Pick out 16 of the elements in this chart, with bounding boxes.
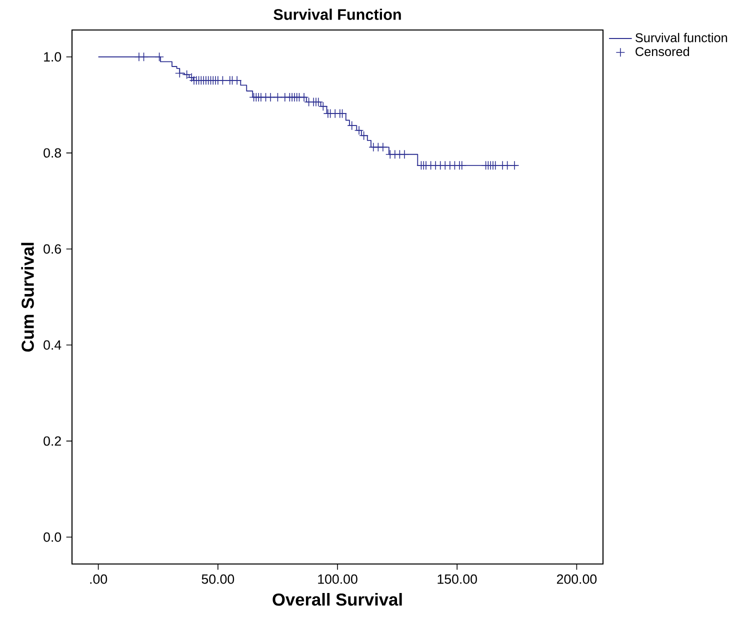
x-tick-label: 50.00 xyxy=(202,574,234,584)
x-tick-label: 200.00 xyxy=(556,574,597,584)
y-tick-label: 1.0 xyxy=(44,52,62,62)
y-axis-title: Cum Survival xyxy=(21,242,34,352)
x-axis-title: Overall Survival xyxy=(272,592,402,606)
y-tick-label: 0.0 xyxy=(44,532,62,542)
x-tick-label: 100.00 xyxy=(318,574,358,584)
chart-title: Survival Function xyxy=(274,8,401,20)
y-tick-label: 0.2 xyxy=(44,436,61,446)
legend-label: Survival function xyxy=(636,32,728,42)
x-tick-label: 150.00 xyxy=(438,574,477,584)
y-tick-label: 0.6 xyxy=(44,244,62,254)
y-tick-label: 0.4 xyxy=(44,340,62,350)
x-tick-label: .00 xyxy=(90,574,108,584)
y-tick-label: 0.8 xyxy=(44,148,62,158)
legend-label: Censored xyxy=(636,46,690,56)
